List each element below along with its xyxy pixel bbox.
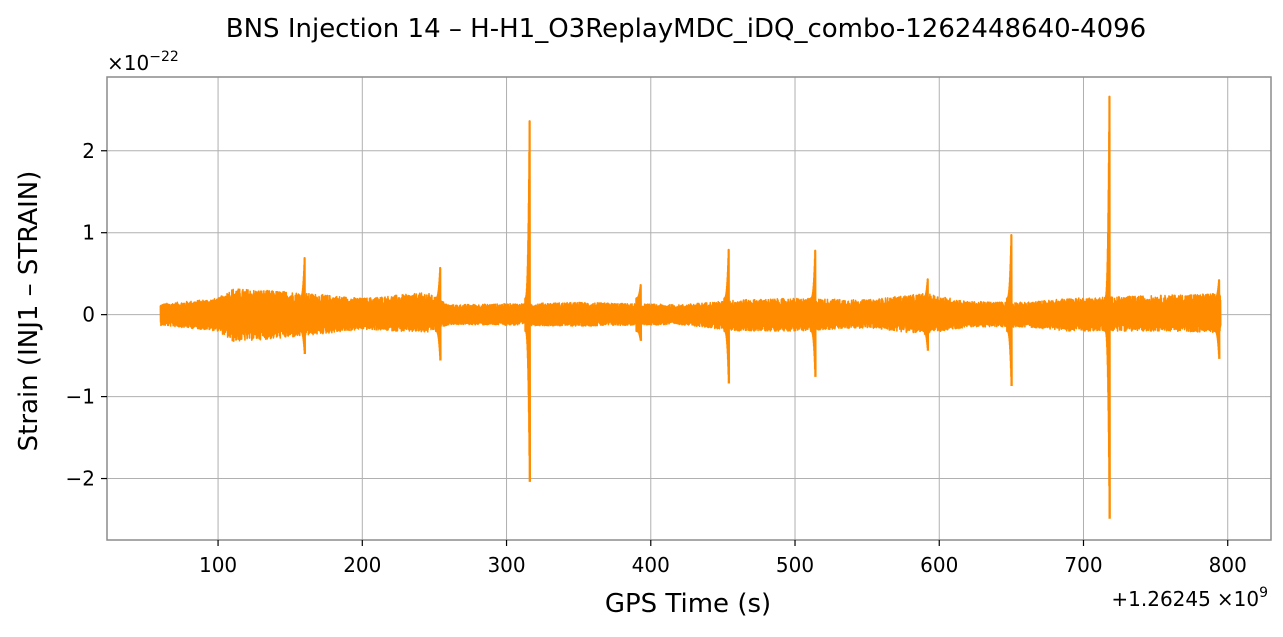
x-offset-multiplier: ×10 xyxy=(1217,587,1259,611)
y-tick-label: 1 xyxy=(82,221,95,245)
x-tick-label: 400 xyxy=(632,553,670,577)
x-tick-label: 200 xyxy=(343,553,381,577)
strain-noise-trace xyxy=(159,288,1222,342)
x-offset-value: +1.26245 xyxy=(1111,587,1210,611)
x-tick-label: 700 xyxy=(1064,553,1102,577)
y-axis: −2 −1 0 1 2 xyxy=(66,139,107,491)
strain-spike xyxy=(1213,279,1221,359)
strain-spike xyxy=(1005,234,1013,386)
x-axis-label: GPS Time (s) xyxy=(605,589,771,619)
strain-spike xyxy=(635,284,643,341)
x-tick-label: 500 xyxy=(776,553,814,577)
x-tick-label: 800 xyxy=(1209,553,1247,577)
y-tick-label: 0 xyxy=(82,303,95,327)
y-axis-label: Strain (INJ1 – STRAIN) xyxy=(14,171,44,452)
chart-title: BNS Injection 14 – H-H1_O3ReplayMDC_iDQ_… xyxy=(226,14,1146,44)
y-tick-label: 2 xyxy=(82,139,95,163)
svg-text:+1.26245×109: +1.26245 ×109 xyxy=(1111,585,1268,611)
strain-spike xyxy=(922,278,930,351)
strain-spike xyxy=(1104,95,1111,519)
strain-spike xyxy=(809,249,817,377)
strain-spike xyxy=(434,266,442,361)
x-tick-label: 100 xyxy=(199,553,237,577)
y-scale-exponent: −22 xyxy=(149,49,179,65)
x-tick-label: 600 xyxy=(920,553,958,577)
x-tick-label: 300 xyxy=(487,553,525,577)
x-axis: 100 200 300 400 500 600 700 800 xyxy=(199,540,1247,577)
strain-series xyxy=(159,95,1222,519)
y-scale-label: ×10−22 xyxy=(107,49,179,75)
svg-text:×10−22: ×10−22 xyxy=(107,49,179,75)
x-offset-label: +1.26245 ×109 xyxy=(1111,585,1268,611)
y-scale-base: ×10 xyxy=(107,51,149,75)
x-offset-exponent: 9 xyxy=(1259,585,1268,601)
plot-frame xyxy=(106,76,1272,541)
y-tick-label: −1 xyxy=(66,385,95,409)
strain-spike xyxy=(524,120,532,482)
strain-spike xyxy=(723,248,731,384)
y-tick-label: −2 xyxy=(66,467,95,491)
strain-spike xyxy=(299,257,306,354)
